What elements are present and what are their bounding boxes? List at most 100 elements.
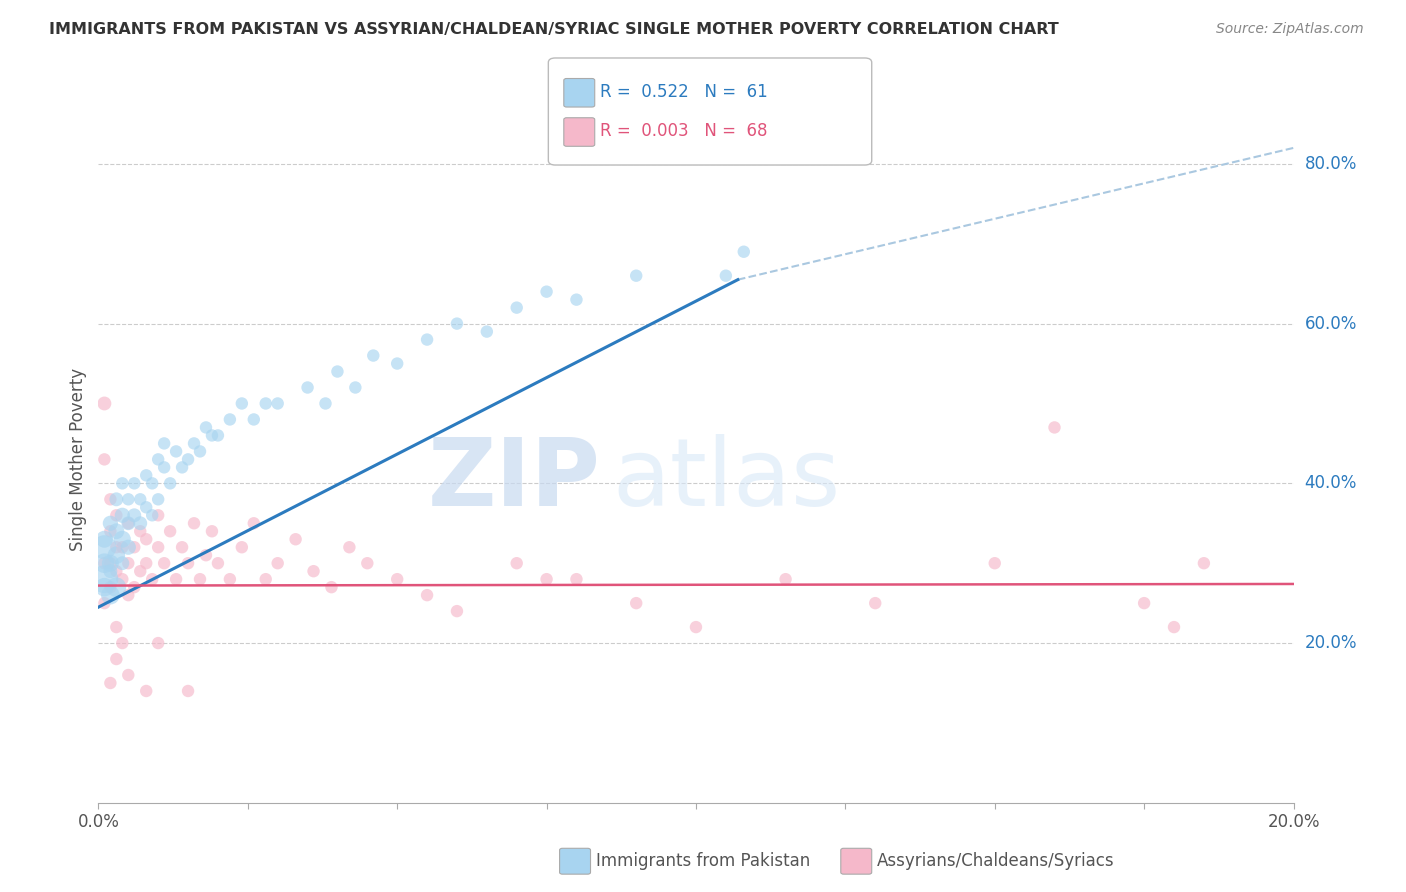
Point xyxy=(984,556,1007,570)
Point xyxy=(148,540,170,554)
Point xyxy=(105,564,128,578)
Point xyxy=(98,524,122,539)
Y-axis label: Single Mother Poverty: Single Mother Poverty xyxy=(69,368,87,551)
Point xyxy=(201,428,224,442)
Point xyxy=(129,524,152,539)
Point xyxy=(297,380,319,394)
Point xyxy=(105,508,128,523)
Point xyxy=(626,596,648,610)
Text: 20.0%: 20.0% xyxy=(1305,634,1357,652)
Point xyxy=(267,396,290,410)
Point xyxy=(865,596,887,610)
Text: IMMIGRANTS FROM PAKISTAN VS ASSYRIAN/CHALDEAN/SYRIAC SINGLE MOTHER POVERTY CORRE: IMMIGRANTS FROM PAKISTAN VS ASSYRIAN/CHA… xyxy=(49,22,1059,37)
Point xyxy=(129,516,152,531)
Point xyxy=(254,572,277,586)
Point xyxy=(148,492,170,507)
Point xyxy=(1133,596,1156,610)
Point xyxy=(315,396,337,410)
Point xyxy=(93,533,115,547)
Point xyxy=(148,452,170,467)
Point xyxy=(385,572,409,586)
Point xyxy=(117,516,139,531)
Point xyxy=(536,572,558,586)
Point xyxy=(685,620,707,634)
Point xyxy=(475,325,498,339)
Point xyxy=(1192,556,1215,570)
Point xyxy=(626,268,648,283)
Point xyxy=(93,580,115,594)
Point xyxy=(117,588,139,602)
Point xyxy=(177,556,200,570)
Point xyxy=(153,556,176,570)
Point xyxy=(165,444,187,458)
Point xyxy=(93,556,115,570)
Point xyxy=(363,349,385,363)
Point xyxy=(183,436,205,450)
Point xyxy=(195,548,218,562)
Point xyxy=(267,556,290,570)
Point xyxy=(565,572,588,586)
Point xyxy=(124,508,146,523)
Point xyxy=(231,396,253,410)
Point xyxy=(105,652,128,666)
Point xyxy=(117,516,139,531)
Point xyxy=(105,580,128,594)
Point xyxy=(195,420,218,434)
Point xyxy=(565,293,588,307)
Point xyxy=(321,580,343,594)
Point xyxy=(141,572,163,586)
Point xyxy=(98,556,122,570)
Point xyxy=(135,533,157,547)
Point xyxy=(129,492,152,507)
Point xyxy=(356,556,378,570)
Point xyxy=(148,508,170,523)
Text: 40.0%: 40.0% xyxy=(1305,475,1357,492)
Point xyxy=(117,668,139,682)
Point xyxy=(111,572,134,586)
Point xyxy=(135,556,157,570)
Point xyxy=(98,556,122,570)
Point xyxy=(243,516,266,531)
Point xyxy=(207,556,229,570)
Point xyxy=(159,476,181,491)
Point xyxy=(98,492,122,507)
Point xyxy=(93,540,115,554)
Point xyxy=(105,492,128,507)
Point xyxy=(188,572,211,586)
Text: 60.0%: 60.0% xyxy=(1305,315,1357,333)
Point xyxy=(98,588,122,602)
Point xyxy=(93,452,115,467)
Point xyxy=(124,540,146,554)
Point xyxy=(183,516,205,531)
Point xyxy=(714,268,737,283)
Point xyxy=(153,436,176,450)
Point xyxy=(775,572,797,586)
Point xyxy=(219,572,242,586)
Point xyxy=(188,444,211,458)
Point xyxy=(135,468,157,483)
Point xyxy=(105,524,128,539)
Point xyxy=(98,580,122,594)
Text: Immigrants from Pakistan: Immigrants from Pakistan xyxy=(596,852,810,870)
Point xyxy=(111,540,134,554)
Point xyxy=(98,516,122,531)
Point xyxy=(111,533,134,547)
Point xyxy=(207,428,229,442)
Point xyxy=(284,533,307,547)
Text: ZIP: ZIP xyxy=(427,434,600,526)
Point xyxy=(302,564,325,578)
Point xyxy=(111,636,134,650)
Point xyxy=(93,396,115,410)
Point xyxy=(339,540,361,554)
Point xyxy=(243,412,266,426)
Point xyxy=(219,412,242,426)
Point xyxy=(172,540,194,554)
Point xyxy=(1043,420,1066,434)
Point xyxy=(135,684,157,698)
Point xyxy=(231,540,253,554)
Point xyxy=(135,500,157,515)
Point xyxy=(111,556,134,570)
Text: 80.0%: 80.0% xyxy=(1305,155,1357,173)
Point xyxy=(117,556,139,570)
Text: R =  0.003   N =  68: R = 0.003 N = 68 xyxy=(600,122,768,140)
